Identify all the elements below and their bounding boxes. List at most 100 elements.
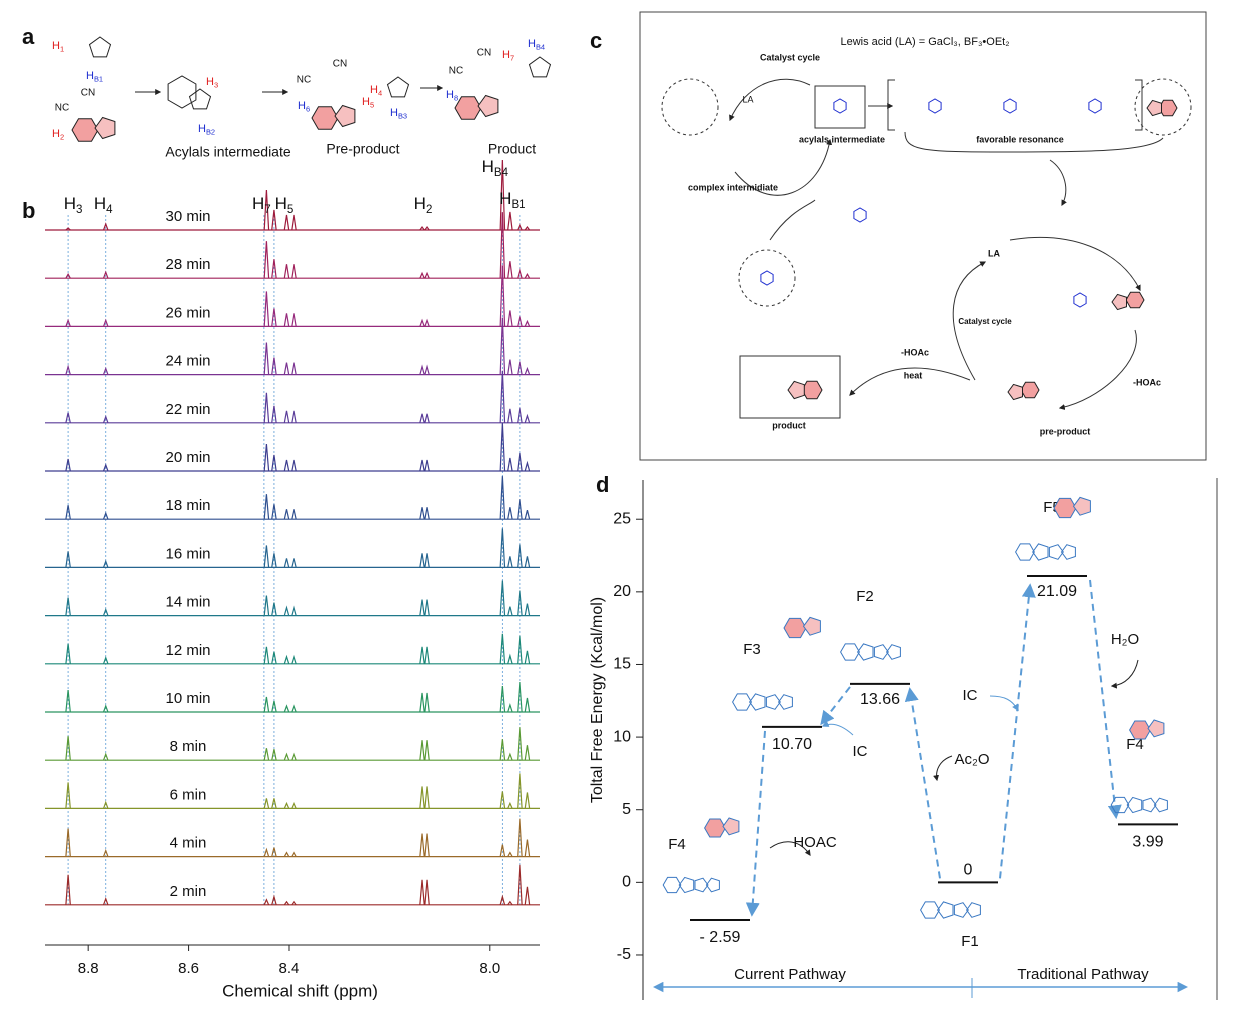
peak [291, 752, 297, 761]
peak [507, 211, 513, 231]
box [814, 85, 866, 129]
state-name: F4 [668, 836, 686, 853]
series-label: 28 min [165, 256, 210, 273]
peak [65, 597, 71, 616]
atom-label-main: H [52, 40, 60, 52]
peak [283, 704, 290, 713]
atom-label: H7 [502, 49, 514, 62]
level-value: 3.99 [1132, 834, 1163, 851]
ring [722, 817, 740, 836]
peak [65, 227, 71, 231]
panel-letter: b [22, 198, 35, 223]
peak [507, 653, 513, 664]
scheme-text: acylals intermediate [799, 134, 885, 144]
peak [102, 897, 109, 906]
ring [1126, 796, 1143, 814]
peak [271, 553, 277, 568]
group-label: NC [55, 103, 69, 114]
peak [291, 214, 297, 231]
scheme-text: -HOAc [901, 347, 929, 357]
atom-label: H8 [446, 89, 458, 102]
peak [424, 553, 430, 568]
peak [271, 259, 277, 279]
ring [1007, 383, 1023, 401]
peak [507, 702, 513, 713]
peak [102, 415, 109, 424]
peak-label: HB4 [482, 157, 509, 179]
atom-label-sub: 6 [306, 104, 310, 113]
level-value: - 2.59 [700, 929, 741, 946]
ring [662, 876, 682, 894]
peak [419, 692, 425, 713]
atom-label: H6 [298, 100, 310, 113]
peak-label-sub: 4 [106, 204, 113, 216]
ring [188, 88, 212, 110]
peak [499, 265, 506, 327]
level-value: 0 [964, 862, 973, 879]
peak-label-sub: 3 [76, 204, 82, 216]
y-tick-label: 20 [613, 583, 631, 600]
annotation: IC [853, 743, 868, 760]
peak [424, 413, 430, 423]
peak [291, 704, 297, 713]
atom-label-main: H [52, 128, 60, 140]
curved-arrow [989, 695, 1019, 712]
pathway-step [904, 687, 941, 879]
curved-arrow [1110, 659, 1139, 689]
ring [678, 876, 695, 894]
peak [283, 654, 290, 664]
peak [271, 209, 277, 231]
peak [283, 851, 290, 857]
peak [102, 848, 109, 857]
peak [283, 214, 290, 231]
curved-arrow [933, 755, 953, 782]
arrow [1009, 236, 1141, 292]
state-name: F2 [856, 588, 874, 605]
series-label: 20 min [165, 449, 210, 466]
peak [291, 900, 297, 906]
ring [1053, 497, 1077, 519]
peak [517, 635, 523, 664]
peak [263, 748, 270, 761]
ring [94, 116, 116, 140]
ring [873, 644, 889, 660]
peak [517, 267, 523, 279]
arrow [952, 261, 987, 381]
ring [1111, 293, 1127, 311]
peak [271, 798, 277, 809]
series-label: 8 min [170, 738, 207, 755]
atom-label: H1 [52, 40, 64, 53]
panel-letter: d [596, 472, 609, 497]
peak [524, 603, 531, 616]
peak [65, 318, 71, 327]
peak [283, 509, 290, 520]
peak [102, 222, 109, 231]
peak [424, 459, 430, 472]
atom-label: H4 [370, 84, 382, 97]
peak [65, 736, 71, 761]
peak [291, 264, 297, 279]
peak [424, 318, 430, 327]
group-label: CN [333, 59, 347, 70]
ring [88, 36, 112, 58]
peak [65, 505, 71, 520]
ring [1020, 381, 1040, 399]
brace [904, 131, 1164, 153]
peak [283, 459, 290, 472]
scheme-frame [639, 11, 1207, 461]
peak [517, 316, 523, 327]
panel-letter: a [22, 24, 35, 49]
ring [920, 901, 940, 919]
ring [1142, 797, 1157, 813]
arrow [1049, 159, 1067, 207]
peak [102, 511, 109, 520]
peak [424, 833, 430, 857]
peak [271, 454, 277, 472]
level-value: 13.66 [860, 691, 900, 708]
peak [524, 413, 531, 423]
scheme-text: LA [988, 248, 1000, 258]
peak [291, 801, 297, 809]
peak [424, 646, 430, 664]
series-label: 12 min [165, 642, 210, 659]
peak-label: HB1 [499, 189, 525, 211]
